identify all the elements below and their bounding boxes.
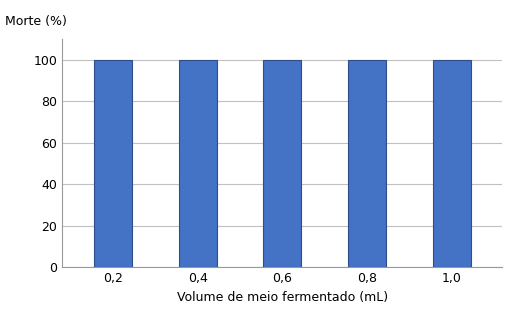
Bar — [433, 60, 471, 267]
Bar — [94, 60, 132, 267]
Bar — [263, 60, 301, 267]
Text: Morte (%): Morte (%) — [5, 15, 67, 28]
Bar — [348, 60, 386, 267]
X-axis label: Volume de meio fermentado (mL): Volume de meio fermentado (mL) — [177, 291, 388, 304]
Bar — [179, 60, 217, 267]
